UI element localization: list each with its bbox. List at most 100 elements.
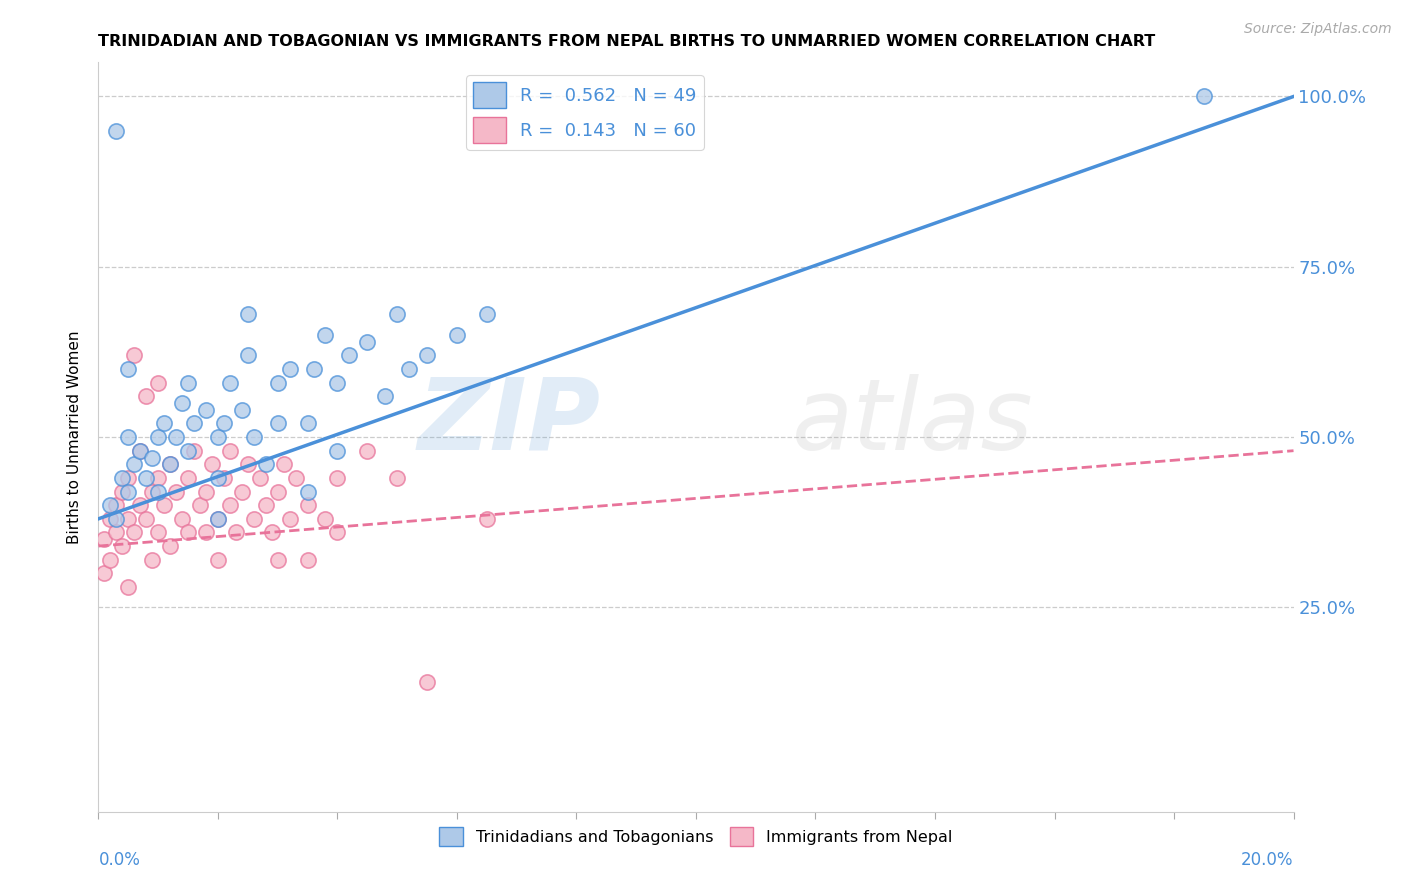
Point (236, 348, 259, 362)
Point (398, 362, 420, 376)
Point (475, 512, 498, 526)
Point (141, 552, 163, 566)
Point (385, 308, 409, 322)
Point (326, 443, 349, 458)
Point (117, 362, 139, 376)
Point (297, 417, 319, 431)
Point (177, 525, 200, 540)
Point (148, 471, 170, 485)
Point (267, 417, 290, 431)
Point (93, 533, 115, 547)
Point (267, 552, 290, 566)
Text: Source: ZipAtlas.com: Source: ZipAtlas.com (1244, 22, 1392, 37)
Point (267, 484, 290, 499)
Point (98, 498, 122, 512)
Point (249, 471, 271, 485)
Point (183, 443, 205, 458)
Point (207, 430, 229, 444)
Point (243, 430, 266, 444)
Point (243, 512, 266, 526)
Text: TRINIDADIAN AND TOBAGONIAN VS IMMIGRANTS FROM NEPAL BIRTHS TO UNMARRIED WOMEN CO: TRINIDADIAN AND TOBAGONIAN VS IMMIGRANTS… (98, 34, 1156, 49)
Point (105, 498, 128, 512)
Point (231, 402, 253, 417)
Point (172, 512, 194, 526)
Point (356, 443, 378, 458)
Point (302, 362, 325, 376)
Point (135, 471, 157, 485)
Point (212, 471, 235, 485)
Point (278, 512, 301, 526)
Point (177, 471, 200, 485)
Point (111, 539, 134, 553)
Point (124, 458, 146, 472)
Point (339, 348, 361, 362)
Point (159, 458, 181, 472)
Point (254, 498, 277, 512)
Point (148, 430, 170, 444)
Point (212, 417, 235, 431)
Point (207, 512, 229, 526)
Point (195, 484, 218, 499)
Point (129, 498, 152, 512)
Point (148, 525, 170, 540)
Point (159, 458, 181, 472)
Point (315, 327, 337, 342)
Point (111, 484, 134, 499)
Point (273, 458, 295, 472)
Point (183, 417, 205, 431)
Point (225, 525, 247, 540)
Point (153, 417, 176, 431)
Point (111, 471, 134, 485)
Point (236, 458, 259, 472)
Point (129, 443, 152, 458)
Legend: R =  0.562   N = 49, R =  0.143   N = 60: R = 0.562 N = 49, R = 0.143 N = 60 (465, 75, 704, 150)
Point (117, 484, 139, 499)
Point (195, 525, 218, 540)
Point (297, 552, 319, 566)
Point (195, 402, 218, 417)
Y-axis label: Births to Unmarried Women: Births to Unmarried Women (67, 330, 83, 544)
Point (254, 458, 277, 472)
Point (278, 362, 301, 376)
Point (326, 471, 349, 485)
Point (165, 430, 187, 444)
Point (260, 525, 283, 540)
Point (105, 525, 128, 540)
Point (475, 308, 498, 322)
Point (326, 525, 349, 540)
Point (374, 389, 396, 403)
Point (129, 443, 152, 458)
Point (148, 376, 170, 390)
Point (98, 512, 122, 526)
Point (117, 512, 139, 526)
Text: 20.0%: 20.0% (1241, 851, 1294, 869)
Point (172, 396, 194, 410)
Point (124, 525, 146, 540)
Point (177, 376, 200, 390)
Point (231, 484, 253, 499)
Point (207, 471, 229, 485)
Point (416, 348, 439, 362)
Point (201, 458, 224, 472)
Point (135, 389, 157, 403)
Point (98, 552, 122, 566)
Point (207, 552, 229, 566)
Point (219, 376, 242, 390)
Point (297, 498, 319, 512)
Point (207, 512, 229, 526)
Point (446, 327, 468, 342)
Point (117, 471, 139, 485)
Point (159, 539, 181, 553)
Point (105, 512, 128, 526)
Point (416, 675, 439, 690)
Point (124, 348, 146, 362)
Point (141, 484, 163, 499)
Point (117, 430, 139, 444)
Point (165, 484, 187, 499)
Text: ZIP: ZIP (418, 374, 600, 471)
Text: atlas: atlas (792, 374, 1033, 471)
Point (315, 512, 337, 526)
Point (93, 566, 115, 581)
Point (141, 450, 163, 465)
Point (326, 376, 349, 390)
